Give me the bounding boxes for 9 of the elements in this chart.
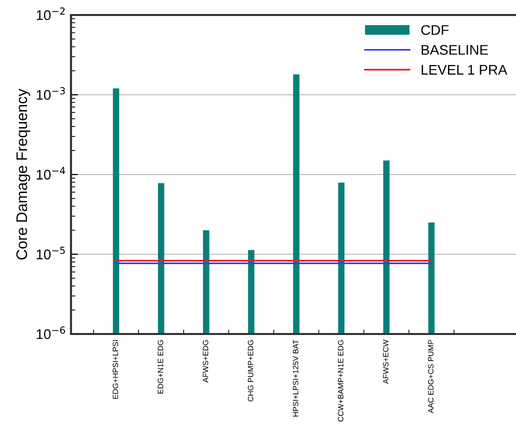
y-tick-label: 10$^{−6}$	[36, 326, 66, 340]
y-tick-label: 10$^{−5}$	[36, 246, 65, 260]
legend-label: CDF	[421, 25, 449, 35]
y-tick-label: 10$^{−4}$	[36, 167, 66, 180]
legend-label: LEVEL 1 PRA	[422, 65, 508, 75]
y-tick-label: 10$^{−3}$	[36, 87, 65, 100]
legend-label: BASELINE	[422, 44, 488, 55]
y-axis-title: Core Damage Frequency	[16, 88, 30, 260]
y-tick-label: 10$^{−2}$	[36, 7, 65, 20]
